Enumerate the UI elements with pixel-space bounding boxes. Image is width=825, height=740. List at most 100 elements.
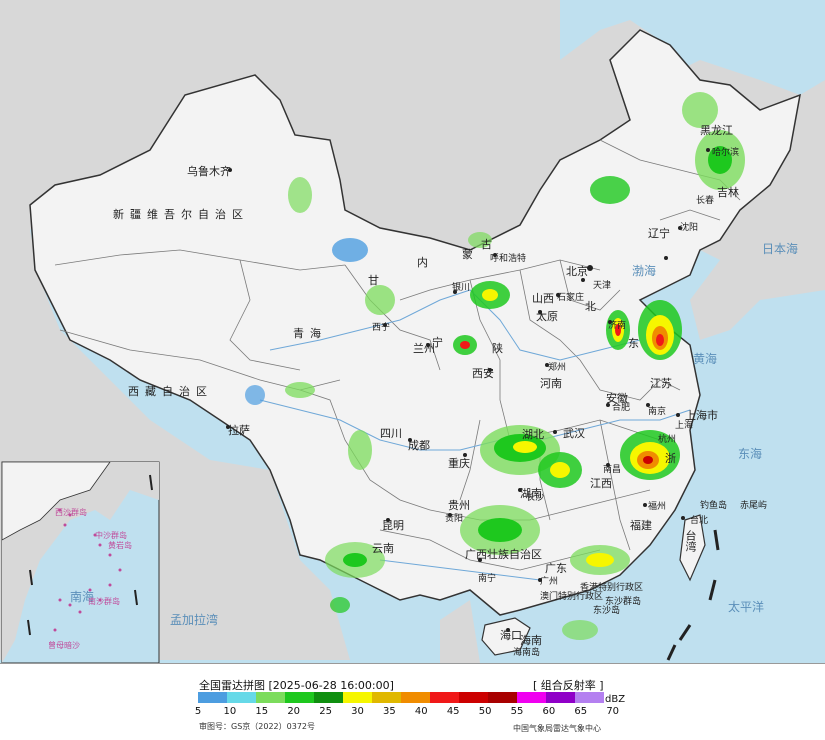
- label-dongsha: 东沙群岛: [605, 597, 642, 607]
- legend-swatch: [546, 692, 575, 703]
- label-nanjing: 南京: [648, 407, 667, 417]
- label-changsha: 长沙: [526, 493, 545, 503]
- label-urumqi: 乌鲁木齐: [187, 165, 231, 178]
- legend-title: 全国雷达拼图 [2025-06-28 16:00:00]: [199, 679, 394, 692]
- label-guizhou: 贵州: [448, 499, 470, 512]
- label-guangxi: 广西壮族自治区: [465, 548, 542, 561]
- legend-swatch: [517, 692, 546, 703]
- legend-swatch: [488, 692, 517, 703]
- label-yinchuan: 银川: [452, 283, 471, 293]
- legend-tick-label: 30: [351, 706, 364, 717]
- label-fujian: 福建: [630, 519, 652, 532]
- label-innermongolia-a: 内: [417, 256, 428, 269]
- hainan-island: [481, 617, 531, 656]
- label-diaoyu: 钓鱼岛: [700, 501, 728, 511]
- label-japan-sea: 日本海: [762, 242, 799, 256]
- label-inset-south-sea: 南海: [70, 590, 95, 604]
- label-beijing: 北京: [566, 265, 588, 278]
- legend-swatch: [459, 692, 488, 703]
- label-zhejiang: 浙: [665, 452, 676, 465]
- legend-tick-label: 55: [510, 706, 524, 717]
- label-zhengzhou: 郑州: [548, 363, 567, 373]
- radar-map: [0, 0, 825, 663]
- label-innermongolia-b: 蒙: [462, 248, 473, 261]
- label-shandong: 东: [628, 337, 639, 350]
- label-hefei: 合肥: [612, 403, 631, 413]
- legend-swatch: [575, 692, 604, 703]
- label-hunan: 湖南: [520, 487, 542, 500]
- legend-product: [ 组合反射率 ]: [533, 679, 604, 692]
- label-hk-macau: 香港特别行政区: [580, 583, 644, 593]
- label-jiangsu: 江苏: [650, 377, 672, 390]
- approval-number: 审图号：GS京（2022）0372号: [199, 722, 315, 731]
- legend-tick-label: 45: [446, 706, 460, 717]
- label-yellow-sea: 黄海: [693, 352, 718, 366]
- label-kunming: 昆明: [382, 519, 404, 532]
- legend-swatch: [314, 692, 343, 703]
- label-hainan-island: 海南岛: [513, 648, 541, 658]
- label-shaanxi: 陕: [492, 342, 503, 355]
- legend-tick-label: 15: [255, 706, 269, 717]
- city-markers: [226, 148, 710, 632]
- legend-tick-label: 50: [478, 706, 492, 717]
- label-guangdong: 广东: [545, 562, 567, 575]
- label-inset-nansha: 南沙群岛: [88, 597, 120, 606]
- credit-text: 中国气象局雷达气象中心: [513, 724, 601, 733]
- legend-swatch: [285, 692, 314, 703]
- legend-swatch: [372, 692, 401, 703]
- legend-swatch: [256, 692, 285, 703]
- radar-echoes: [245, 92, 745, 640]
- label-chongqing: 重庆: [448, 457, 470, 470]
- label-yunnan: 云南: [372, 542, 394, 555]
- legend-swatch: [227, 692, 256, 703]
- label-shenyang: 沈阳: [680, 223, 699, 233]
- label-east-sea: 东海: [738, 447, 763, 461]
- legend-tick-label: 10: [223, 706, 237, 717]
- label-heilongjiang: 黑龙江: [700, 124, 733, 137]
- label-lhasa: 拉萨: [228, 424, 250, 437]
- label-taiyuan: 太原: [536, 310, 558, 323]
- legend-tick-label: 20: [287, 706, 301, 717]
- label-qinghai: 青海: [293, 327, 327, 340]
- label-innermongolia-c: 古: [481, 238, 492, 251]
- label-jinan: 济南: [608, 321, 627, 331]
- label-fuzhou: 福州: [648, 502, 667, 512]
- legend-tick-label: 25: [319, 706, 332, 717]
- legend-tick-label: 5: [194, 706, 202, 717]
- label-sichuan: 四川: [380, 427, 402, 440]
- legend-swatch: [343, 692, 372, 703]
- legend-swatch: [430, 692, 459, 703]
- label-chiwei: 赤尾屿: [740, 501, 768, 511]
- label-guiyang: 贵阳: [445, 514, 464, 524]
- label-shanghai: 上海市: [685, 409, 718, 422]
- label-bohai: 渤海: [632, 264, 657, 278]
- label-ningxia: 宁: [432, 336, 443, 349]
- legend-tick-label: 35: [383, 706, 396, 717]
- label-lanzhou: 兰州: [413, 342, 435, 355]
- legend-tick-label: 60: [542, 706, 556, 717]
- label-dongsha-island: 东沙岛: [593, 606, 621, 616]
- label-tianjin: 天津: [593, 281, 612, 291]
- legend-unit: dBZ: [605, 694, 626, 705]
- label-nanchang: 南昌: [603, 465, 622, 475]
- label-macau: 澳门特别行政区: [540, 592, 604, 602]
- legend-tick-label: 65: [574, 706, 588, 717]
- legend-tick-label: 70: [606, 706, 620, 717]
- label-haikou: 海口: [500, 629, 522, 642]
- label-shijiazhuang: 石家庄: [557, 293, 585, 303]
- label-hohhot: 呼和浩特: [490, 254, 527, 264]
- label-inset-huangyan: 黄岩岛: [108, 541, 132, 550]
- label-jilin: 吉林: [717, 186, 739, 199]
- taiwan-island: [679, 514, 706, 582]
- label-harbin: 哈尔滨: [712, 148, 740, 158]
- label-changchun: 长春: [696, 196, 715, 206]
- label-guangzhou: 广州: [540, 577, 559, 587]
- legend-swatch: [198, 692, 227, 703]
- label-wuhan: 武汉: [563, 427, 585, 440]
- label-hubei: 湖北: [522, 428, 544, 441]
- label-liaoning: 辽宁: [648, 227, 670, 240]
- label-taiwan: 台湾: [684, 530, 697, 552]
- rivers: [259, 289, 691, 581]
- label-tibet: 西藏自治区: [128, 385, 213, 398]
- legend-swatch: [401, 692, 430, 703]
